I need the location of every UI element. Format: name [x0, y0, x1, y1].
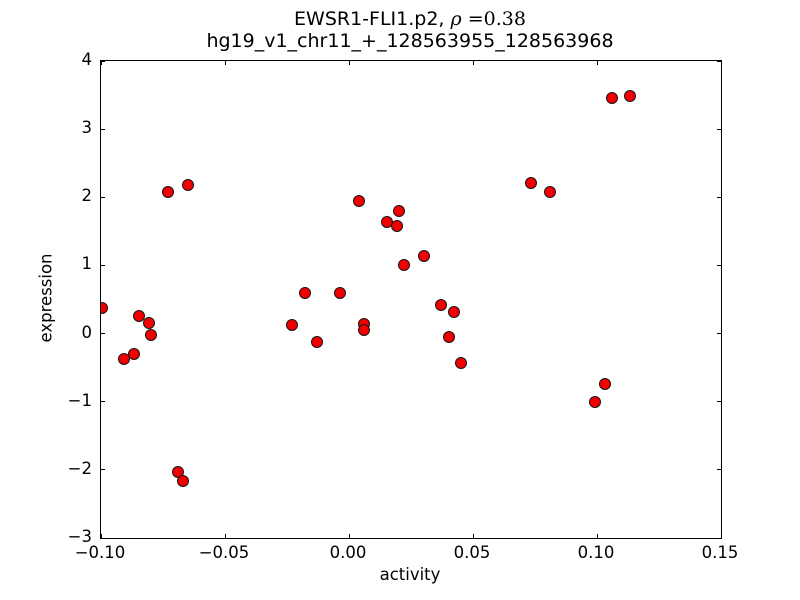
- data-point: [286, 319, 299, 332]
- data-point: [142, 317, 155, 330]
- x-tick-mark-top: [596, 61, 598, 65]
- y-tick-mark-right: [717, 401, 721, 403]
- data-point: [101, 302, 108, 315]
- data-point: [298, 287, 311, 300]
- data-point: [333, 286, 346, 299]
- data-point: [177, 475, 190, 488]
- x-tick-mark-bottom: [596, 534, 598, 538]
- x-tick-mark-bottom: [472, 534, 474, 538]
- data-point: [358, 323, 371, 336]
- chart-title-line1: EWSR1-FLI1.p2, ρ =0.38: [100, 8, 720, 30]
- y-tick-mark-left: [101, 469, 105, 471]
- data-point: [455, 357, 468, 370]
- data-point: [589, 395, 602, 408]
- y-tick-mark-left: [101, 333, 105, 335]
- data-point: [162, 185, 175, 198]
- data-point: [524, 177, 537, 190]
- y-tick-mark-left: [101, 537, 105, 538]
- data-point: [398, 258, 411, 271]
- data-point: [311, 336, 324, 349]
- data-point: [353, 195, 366, 208]
- y-tick-mark-left: [101, 196, 105, 198]
- chart-title-text: EWSR1-FLI1.p2,: [294, 8, 451, 30]
- y-tick-label: 0: [81, 322, 93, 342]
- y-tick-mark-right: [717, 537, 721, 538]
- y-tick-mark-right: [717, 333, 721, 335]
- y-tick-mark-right: [717, 264, 721, 266]
- y-tick-label: 4: [81, 50, 93, 69]
- x-tick-label: −0.10: [74, 543, 126, 562]
- x-axis-label: activity: [379, 565, 441, 584]
- y-tick-mark-right: [717, 61, 721, 62]
- x-tick-mark-bottom: [348, 534, 350, 538]
- x-tick-label: 0.10: [577, 543, 615, 562]
- y-tick-label: −3: [67, 527, 92, 546]
- y-tick-mark-right: [717, 128, 721, 130]
- x-tick-mark-top: [224, 61, 226, 65]
- data-point: [544, 186, 557, 199]
- x-tick-label: 0.00: [329, 543, 367, 562]
- y-tick-label: −2: [67, 458, 92, 478]
- chart-title: EWSR1-FLI1.p2, ρ =0.38 hg19_v1_chr11_+_1…: [100, 8, 720, 53]
- data-point: [417, 250, 430, 263]
- x-tick-label: −0.05: [198, 543, 250, 562]
- data-point: [127, 347, 140, 360]
- data-point: [145, 329, 158, 342]
- x-tick-mark-top: [472, 61, 474, 65]
- data-point: [447, 305, 460, 318]
- y-tick-label: 1: [81, 254, 93, 274]
- y-tick-mark-left: [101, 401, 105, 403]
- data-point: [598, 378, 611, 391]
- data-point: [182, 178, 195, 191]
- y-tick-mark-left: [101, 61, 105, 62]
- y-axis-label: expression: [36, 253, 56, 343]
- data-point: [390, 220, 403, 233]
- y-tick-label: −1: [67, 390, 92, 410]
- plot-area: [100, 60, 722, 539]
- data-point: [132, 310, 145, 323]
- data-point: [623, 90, 636, 103]
- y-tick-mark-right: [717, 469, 721, 471]
- chart-title-line2: hg19_v1_chr11_+_128563955_128563968: [206, 30, 614, 53]
- data-point: [442, 331, 455, 344]
- y-tick-mark-left: [101, 128, 105, 130]
- x-tick-mark-top: [348, 61, 350, 65]
- x-tick-mark-bottom: [720, 534, 721, 538]
- data-point: [435, 299, 448, 312]
- x-tick-label: 0.05: [453, 543, 491, 562]
- data-point: [393, 204, 406, 217]
- y-tick-label: 2: [81, 186, 93, 206]
- y-tick-mark-left: [101, 264, 105, 266]
- x-tick-mark-top: [101, 61, 102, 65]
- y-tick-mark-right: [717, 196, 721, 198]
- y-tick-label: 3: [81, 118, 93, 138]
- rho-value: =0.38: [467, 8, 526, 30]
- x-tick-mark-top: [720, 61, 721, 65]
- x-tick-mark-bottom: [101, 534, 102, 538]
- rho-symbol: ρ: [450, 8, 468, 30]
- data-point: [606, 92, 619, 105]
- x-tick-mark-bottom: [224, 534, 226, 538]
- x-tick-label: 0.15: [701, 543, 739, 562]
